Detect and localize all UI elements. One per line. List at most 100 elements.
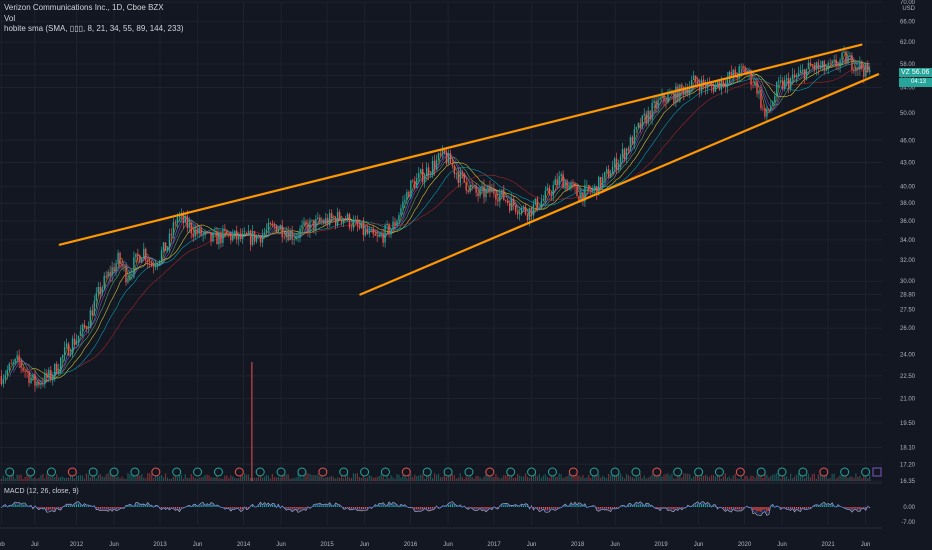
macd-histogram-bar — [380, 505, 382, 507]
ma-line-55 — [18, 58, 871, 382]
candle-body — [206, 231, 208, 233]
volume-bar — [301, 478, 303, 481]
volume-bar — [441, 477, 444, 481]
macd-histogram-bar — [20, 505, 22, 507]
volume-bar — [218, 478, 220, 481]
macd-histogram-bar — [853, 507, 855, 509]
candle-body — [263, 232, 266, 235]
candle-body — [576, 186, 578, 197]
candle-body — [625, 148, 628, 160]
volume-bar — [564, 477, 566, 481]
macd-histogram-bar — [740, 507, 742, 510]
volume-bar — [639, 473, 641, 481]
volume-bar — [853, 478, 855, 481]
volume-bar — [364, 478, 366, 481]
macd-histogram-bar — [390, 505, 392, 507]
macd-histogram-bar — [756, 507, 758, 512]
volume-bar — [186, 477, 188, 481]
volume-bar — [321, 473, 323, 481]
indicator-label[interactable]: hobite sma (SMA, ▯▯▯, 8, 21, 34, 55, 89,… — [4, 24, 184, 33]
volume-label[interactable]: Vol — [4, 14, 16, 23]
macd-histogram-bar — [141, 505, 143, 507]
x-tick-label: 2012 — [70, 542, 84, 548]
macd-histogram-bar — [269, 506, 271, 507]
candle-body — [297, 236, 299, 238]
candle-body — [158, 260, 161, 264]
macd-histogram-bar — [724, 507, 726, 510]
volume-bar — [242, 475, 244, 481]
candle-body — [720, 80, 723, 90]
candle-body — [473, 185, 475, 187]
macd-histogram-bar — [277, 505, 279, 507]
macd-histogram-bar — [224, 507, 226, 509]
macd-histogram-bar — [188, 506, 190, 507]
trendlines[interactable] — [58, 43, 880, 296]
macd-histogram-bar — [325, 505, 327, 507]
volume-bar — [105, 474, 107, 481]
volume-bar — [489, 474, 491, 481]
volume-bar — [279, 477, 281, 481]
macd-histogram-bar — [348, 507, 351, 509]
candle-body — [222, 228, 224, 243]
candle-body — [406, 192, 408, 200]
macd-label[interactable]: MACD (12, 26, close, 9) — [4, 488, 79, 495]
volume-bar — [566, 476, 568, 481]
time-axis[interactable]: eb Jul 2012 Jun 2013 Jun 2014 Jun 2015 Jun 2016 Jun… — [0, 542, 870, 548]
candle-body — [811, 65, 814, 67]
macd-histogram-bar — [582, 506, 584, 507]
volume-bar — [287, 474, 289, 481]
event-marker — [46, 467, 56, 477]
volume-bar — [841, 475, 843, 481]
macd-histogram-bar — [797, 507, 800, 510]
candle-body — [186, 215, 188, 228]
macd-histogram-bar — [546, 507, 548, 510]
macd-histogram-bar — [509, 506, 511, 507]
volume-bar — [6, 477, 8, 481]
macd-histogram-bar — [574, 504, 576, 507]
volume-bar — [285, 474, 287, 481]
volume-bar — [79, 475, 82, 481]
macd-histogram-bar — [815, 505, 817, 507]
volume-bar — [390, 475, 392, 481]
macd-histogram-bar — [683, 507, 685, 508]
event-marker — [589, 467, 599, 477]
volume-bar — [513, 477, 515, 481]
candle-body — [131, 274, 133, 275]
volume-bar — [651, 474, 653, 481]
candle-body — [164, 242, 167, 252]
volume-bar — [734, 473, 736, 481]
macd-histogram-bar — [465, 507, 467, 508]
candle-body — [463, 174, 465, 183]
volume-bar — [44, 478, 46, 481]
candle-body — [414, 181, 416, 189]
macd-histogram-bar — [706, 504, 709, 507]
price-axis[interactable]: 70.0066.0062.0058.0056.0054.0050.0046.00… — [900, 0, 916, 526]
macd-histogram-bar — [30, 506, 32, 507]
volume-bar — [145, 478, 147, 481]
volume-bar — [483, 476, 485, 481]
volume-bar — [641, 478, 643, 481]
candle-body — [653, 101, 655, 104]
macd-histogram-bar — [463, 506, 465, 507]
candle-body — [374, 233, 376, 236]
volume-bar — [174, 474, 177, 481]
volume-bar — [337, 477, 339, 481]
volume-bar — [827, 478, 829, 481]
volume-bar — [115, 477, 117, 481]
volume-bar — [127, 473, 129, 481]
symbol-title[interactable]: Verizon Communications Inc., 1D, Cboe BZ… — [4, 3, 164, 12]
candle-body — [386, 224, 388, 226]
macd-histogram-bar — [544, 507, 546, 510]
candle-body — [760, 90, 762, 109]
candle-body — [299, 228, 301, 237]
event-marker — [401, 467, 411, 477]
volume-bar — [275, 477, 277, 481]
volume-bar — [716, 473, 719, 481]
volume-bar — [370, 476, 372, 481]
macd-histogram-bar — [238, 507, 240, 509]
candle-body — [22, 367, 24, 371]
candle-body — [516, 211, 519, 215]
candle-body — [687, 89, 689, 94]
volume-bar — [706, 475, 709, 481]
